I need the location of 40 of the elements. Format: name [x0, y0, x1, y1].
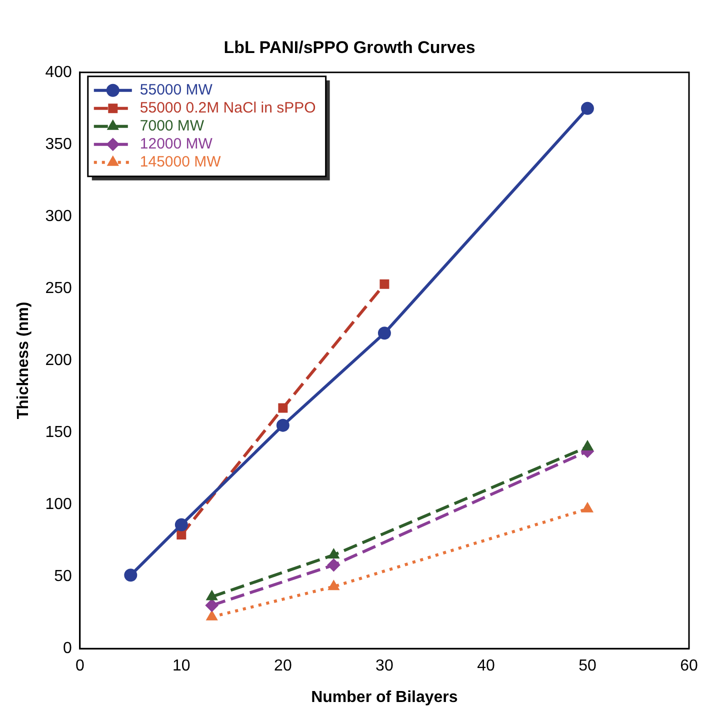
point — [176, 530, 186, 540]
point — [580, 102, 594, 115]
point — [174, 518, 188, 532]
point — [205, 598, 218, 612]
point — [582, 502, 594, 512]
y-tick-label: 350 — [45, 136, 72, 153]
x-tick-label: 40 — [477, 658, 495, 675]
point — [328, 548, 340, 558]
y-tick-label: 300 — [45, 208, 72, 225]
y-tick-label: 400 — [45, 64, 72, 81]
x-tick-label: 60 — [680, 658, 698, 675]
point — [582, 440, 594, 450]
x-tick-label: 20 — [274, 658, 292, 675]
y-tick-label: 100 — [45, 496, 72, 513]
y-tick-label: 200 — [45, 352, 72, 369]
point — [328, 580, 340, 590]
point — [327, 558, 340, 572]
legend-label: 55000 MW — [140, 82, 214, 99]
point — [206, 610, 218, 620]
point — [278, 403, 288, 413]
legend-label: 145000 MW — [140, 154, 222, 171]
point — [276, 418, 290, 432]
y-tick-label: 50 — [54, 568, 72, 585]
y-tick-label: 250 — [45, 280, 72, 297]
y-tick-label: 150 — [45, 424, 72, 441]
legend-label: 12000 MW — [140, 136, 214, 153]
x-tick-label: 30 — [376, 658, 394, 675]
point — [380, 279, 390, 289]
x-tick-label: 50 — [578, 658, 596, 675]
point — [378, 326, 391, 340]
x-tick-label: 0 — [75, 658, 84, 675]
legend-label: 55000 0.2M NaCl in sPPO — [140, 100, 316, 117]
legend-label: 7000 MW — [140, 118, 205, 135]
point — [124, 568, 138, 582]
y-tick-label: 0 — [62, 640, 72, 658]
x-axis-title: Number of Bilayers — [311, 688, 458, 706]
y-axis-title: Thickness (nm) — [15, 302, 32, 420]
chart-title: LbL PANI/sPPO Growth Curves — [224, 38, 476, 57]
point — [206, 590, 218, 600]
x-tick-label: 10 — [172, 658, 190, 675]
